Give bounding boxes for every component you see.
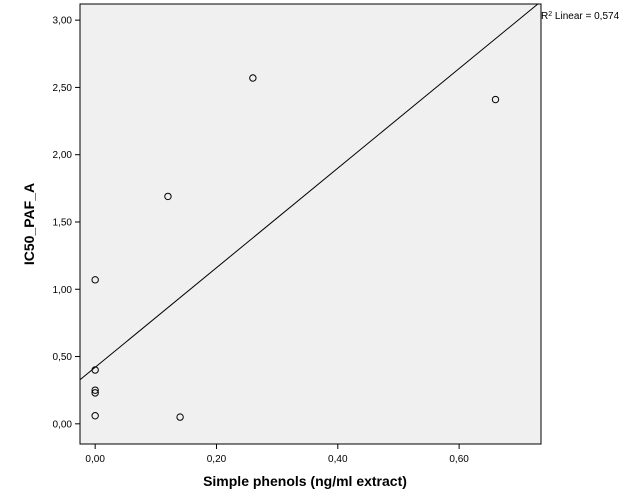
y-axis-title: IC50_PAF_A: [21, 183, 37, 265]
y-tick-label: 3,00: [53, 16, 73, 27]
data-point: [176, 413, 184, 421]
x-axis-title: Simple phenols (ng/ml extract): [203, 473, 407, 489]
data-points-layer: [91, 74, 500, 421]
x-axis: 0,00 0,20 0,40 0,60: [85, 444, 469, 465]
data-point: [91, 412, 99, 420]
fit-label-r: R: [541, 11, 548, 22]
data-point: [91, 366, 99, 374]
x-tick-label: 0,00: [85, 454, 105, 465]
y-tick-label: 2,00: [53, 150, 73, 161]
fit-label-superscript: 2: [548, 11, 552, 18]
data-point: [249, 74, 257, 82]
data-point: [91, 386, 99, 394]
fit-label-text: Linear = 0,574: [552, 11, 619, 22]
y-tick-label: 1,00: [53, 285, 73, 296]
y-tick-label: 0,50: [53, 352, 73, 363]
fit-label: R2 Linear = 0,574: [541, 11, 620, 23]
data-point: [491, 95, 500, 104]
regression-line: [79, 3, 539, 381]
plot-area: [79, 3, 542, 445]
y-axis: 0,00 0,50 1,00 1,50 2,00 2,50 3,00: [53, 16, 80, 430]
x-tick-label: 0,40: [328, 454, 348, 465]
data-point: [164, 192, 172, 201]
data-point: [91, 276, 99, 284]
fit-line-layer: [79, 3, 539, 381]
y-tick-label: 0,00: [53, 419, 73, 430]
x-tick-label: 0,60: [449, 454, 469, 465]
y-tick-label: 2,50: [53, 83, 73, 94]
y-tick-label: 1,50: [53, 217, 73, 228]
x-tick-label: 0,20: [207, 454, 227, 465]
data-point: [91, 389, 99, 397]
